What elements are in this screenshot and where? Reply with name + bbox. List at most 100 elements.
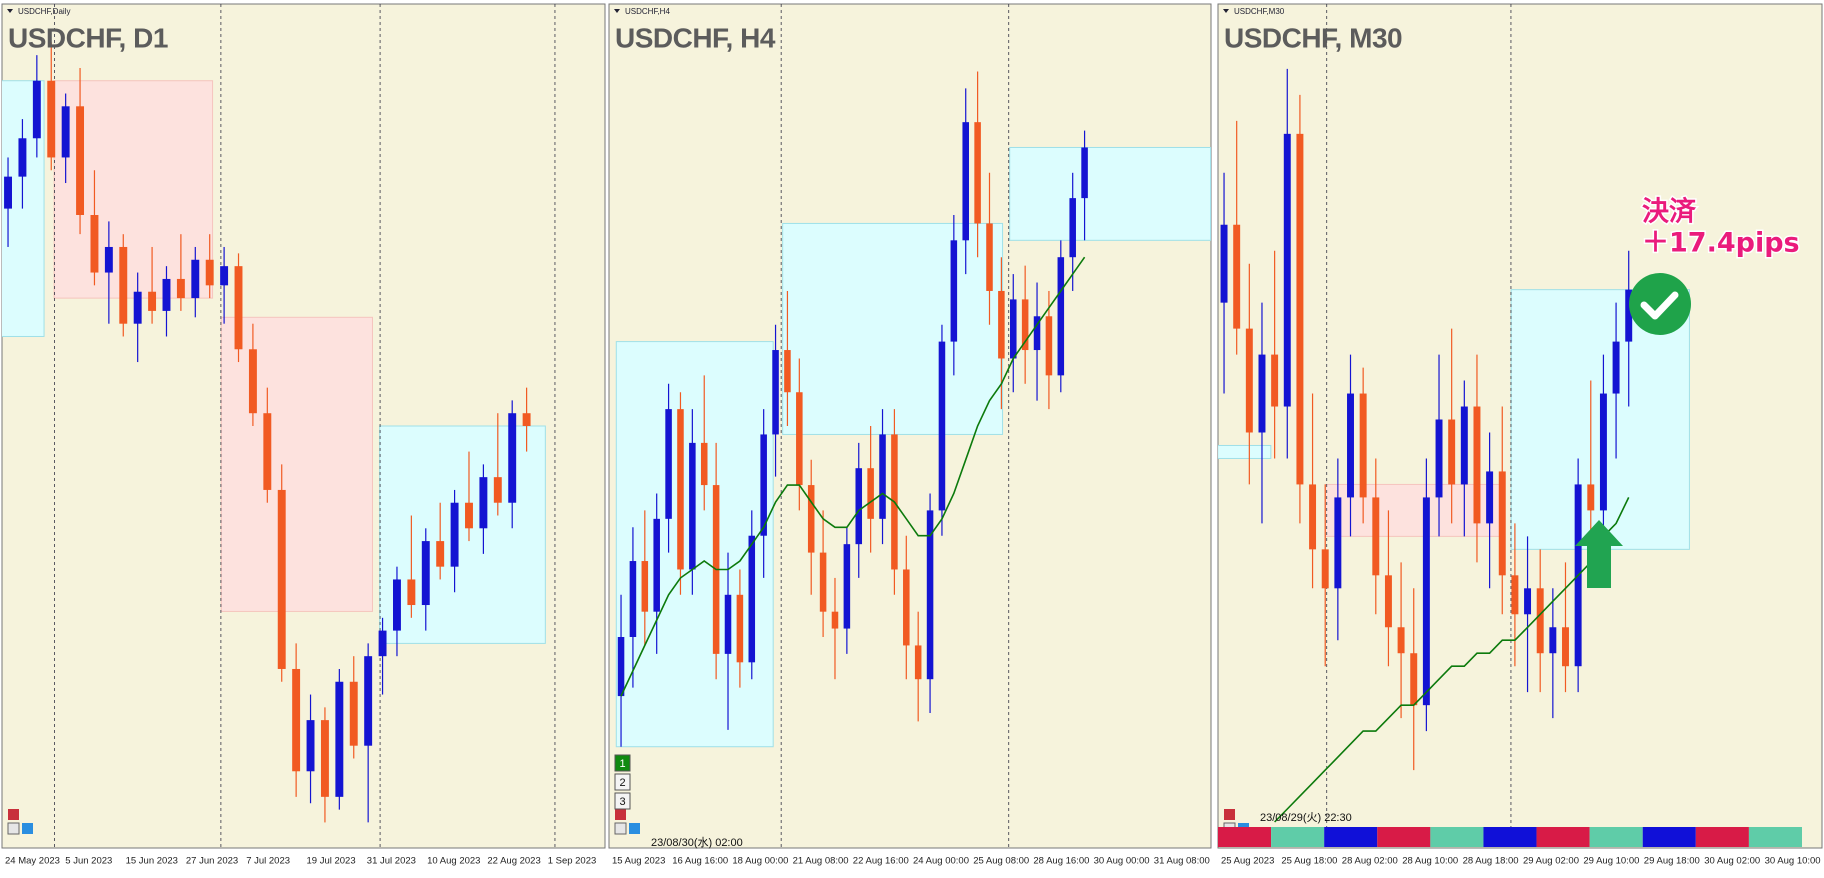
session-bar bbox=[1324, 827, 1378, 847]
candle-body bbox=[1460, 406, 1468, 485]
plot bbox=[615, 4, 1211, 848]
panel-prop[interactable] bbox=[22, 823, 33, 834]
candle-body bbox=[938, 341, 946, 511]
candle-body bbox=[32, 80, 41, 139]
candle-body bbox=[748, 535, 756, 663]
candle-body bbox=[1296, 133, 1304, 485]
moving-average bbox=[620, 256, 1086, 697]
x-tick-label: 27 Jun 2023 bbox=[186, 856, 238, 867]
candle-body bbox=[220, 266, 229, 286]
candle-body bbox=[1069, 198, 1076, 258]
session-bar bbox=[1536, 827, 1590, 847]
candle-body bbox=[879, 434, 886, 519]
symbol-label: USDCHF,Daily bbox=[18, 7, 70, 16]
panel-prop[interactable] bbox=[629, 823, 640, 834]
x-tick-label: 25 Aug 18:00 bbox=[1281, 856, 1337, 867]
x-tick-label: 22 Aug 2023 bbox=[487, 856, 540, 867]
session-bar bbox=[1377, 827, 1431, 847]
candle-body bbox=[407, 579, 416, 606]
panel-min[interactable] bbox=[8, 809, 19, 820]
candle-body bbox=[61, 106, 70, 158]
candle-body bbox=[843, 544, 851, 629]
candle-body bbox=[421, 541, 430, 606]
symbol-label: USDCHF,H4 bbox=[625, 7, 670, 16]
panel-min[interactable] bbox=[615, 809, 626, 820]
candle-body bbox=[1081, 147, 1088, 199]
candle-body bbox=[148, 291, 157, 311]
candle-body bbox=[1334, 497, 1342, 589]
session-bar bbox=[1483, 827, 1537, 847]
symbol-arrow bbox=[1223, 9, 1229, 13]
candle-body bbox=[1309, 484, 1317, 550]
x-tick-label: 15 Jun 2023 bbox=[126, 856, 178, 867]
candle-body bbox=[689, 442, 696, 570]
x-tick-label: 7 Jul 2023 bbox=[246, 856, 290, 867]
candle-body bbox=[1599, 393, 1607, 511]
x-tick-label: 28 Aug 02:00 bbox=[1342, 856, 1398, 867]
candle-body bbox=[263, 413, 272, 490]
candle-body bbox=[653, 518, 660, 612]
candle-body bbox=[1410, 653, 1418, 706]
candle-body bbox=[1549, 627, 1557, 654]
candle-body bbox=[306, 720, 315, 772]
x-tick-label: 29 Aug 10:00 bbox=[1583, 856, 1639, 867]
candle-body bbox=[677, 409, 684, 570]
zone bbox=[1324, 483, 1503, 537]
x-tick-label: 28 Aug 16:00 bbox=[1033, 856, 1089, 867]
x-tick-label: 21 Aug 08:00 bbox=[793, 856, 849, 867]
line-button[interactable] bbox=[614, 773, 631, 791]
line-button[interactable] bbox=[614, 754, 631, 772]
candle-body bbox=[998, 290, 1005, 359]
entry-arrow bbox=[1575, 520, 1623, 588]
x-tick-label: 1 Sep 2023 bbox=[548, 856, 597, 867]
candle-body bbox=[1435, 419, 1443, 498]
exit-check bbox=[1629, 273, 1691, 335]
candle-body bbox=[465, 502, 473, 529]
x-tick-label: 29 Aug 18:00 bbox=[1644, 856, 1700, 867]
x-tick-label: 30 Aug 00:00 bbox=[1094, 856, 1150, 867]
line-button[interactable] bbox=[614, 792, 631, 810]
candle-body bbox=[119, 246, 128, 324]
candle-body bbox=[629, 561, 637, 637]
panel-close[interactable] bbox=[7, 822, 20, 835]
candle-body bbox=[784, 350, 791, 393]
candle-body bbox=[796, 392, 803, 486]
x-tick-label: 22 Aug 16:00 bbox=[853, 856, 909, 867]
candle-body bbox=[1397, 627, 1405, 654]
x-tick-label: 30 Aug 10:00 bbox=[1765, 856, 1821, 867]
line-button-label: 1 bbox=[619, 758, 625, 770]
zone bbox=[220, 316, 373, 612]
x-tick-label: 28 Aug 10:00 bbox=[1402, 856, 1458, 867]
candle-body bbox=[1536, 588, 1544, 654]
candle-body bbox=[176, 278, 185, 299]
candle-body bbox=[1009, 299, 1017, 359]
chart-title: USDCHF, D1 bbox=[8, 22, 168, 53]
candle-body bbox=[133, 291, 142, 324]
candle-body bbox=[1233, 224, 1241, 329]
candle-body bbox=[378, 630, 387, 657]
candle-body bbox=[1045, 316, 1053, 376]
candle-body bbox=[736, 594, 744, 663]
x-tick-label: 29 Aug 02:00 bbox=[1523, 856, 1579, 867]
candle-body bbox=[1384, 575, 1392, 628]
panel-close[interactable] bbox=[614, 822, 627, 835]
symbol-arrow bbox=[614, 9, 620, 13]
footer-time: 23/08/29(火) 22:30 bbox=[1260, 812, 1352, 824]
candle-body bbox=[760, 434, 767, 536]
candle-body bbox=[277, 489, 286, 669]
candle-body bbox=[1625, 289, 1633, 342]
symbol-label: USDCHF,M30 bbox=[1234, 7, 1285, 16]
candle-body bbox=[436, 541, 445, 567]
candle-body bbox=[508, 413, 517, 503]
candle-body bbox=[1562, 627, 1569, 667]
x-tick-label: 18 Aug 00:00 bbox=[732, 856, 788, 867]
candle-body bbox=[867, 468, 874, 519]
candle-body bbox=[1587, 484, 1595, 511]
x-tick-label: 24 Aug 00:00 bbox=[913, 856, 969, 867]
candle-body bbox=[364, 656, 373, 746]
candle-body bbox=[950, 240, 958, 342]
panel-min[interactable] bbox=[1224, 809, 1235, 820]
candle-body bbox=[1448, 419, 1456, 485]
